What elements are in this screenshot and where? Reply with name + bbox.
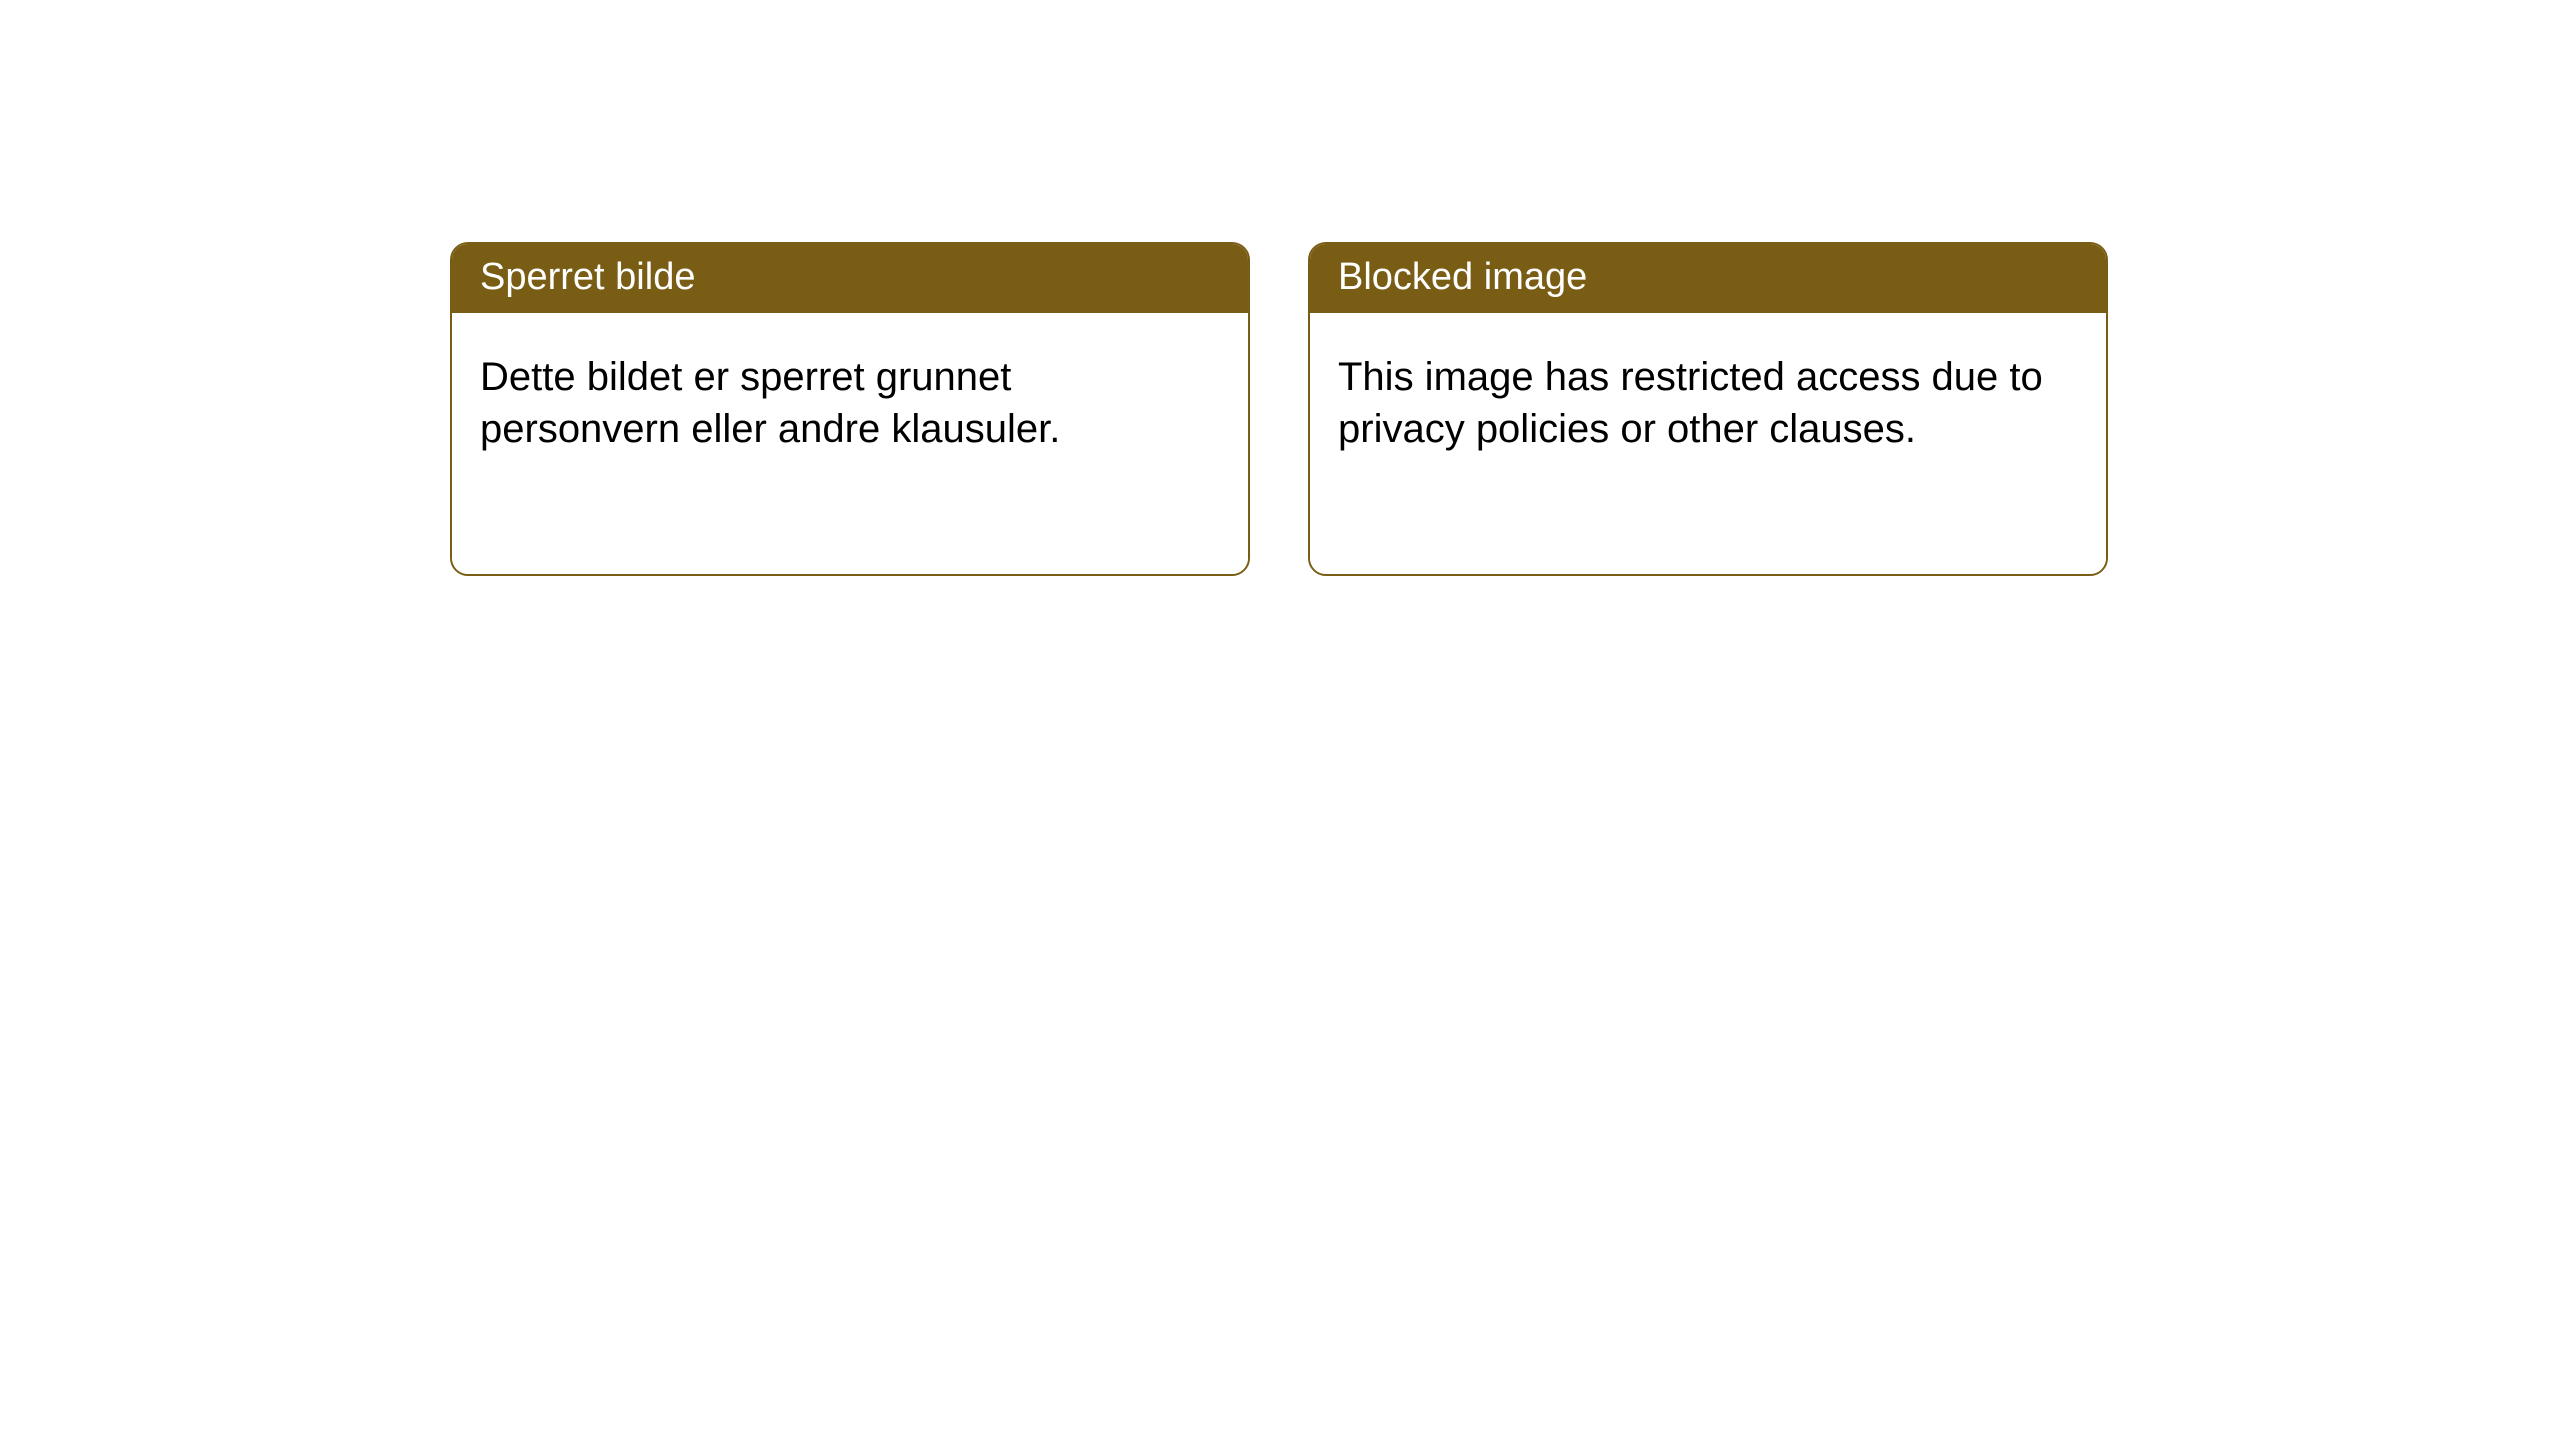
notice-card-norwegian: Sperret bilde Dette bildet er sperret gr…: [450, 242, 1250, 576]
notice-body: Dette bildet er sperret grunnet personve…: [452, 313, 1248, 574]
notice-body: This image has restricted access due to …: [1310, 313, 2106, 574]
notice-header: Sperret bilde: [452, 244, 1248, 313]
notice-header: Blocked image: [1310, 244, 2106, 313]
notice-card-english: Blocked image This image has restricted …: [1308, 242, 2108, 576]
notice-container: Sperret bilde Dette bildet er sperret gr…: [450, 242, 2108, 576]
